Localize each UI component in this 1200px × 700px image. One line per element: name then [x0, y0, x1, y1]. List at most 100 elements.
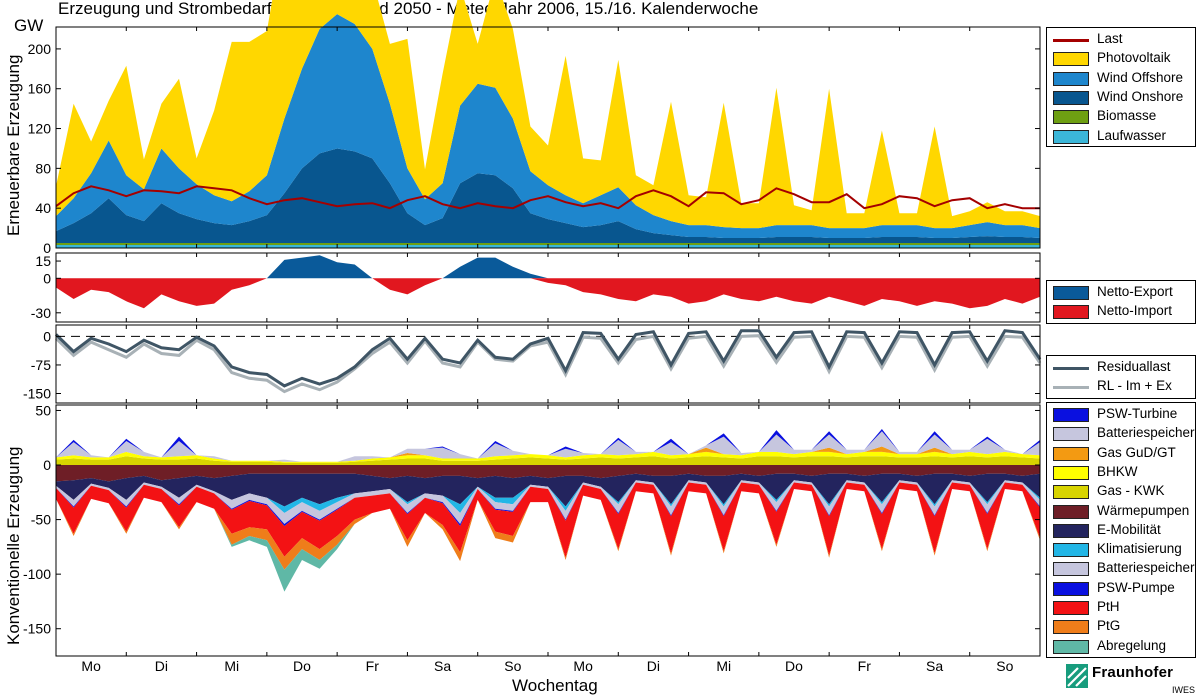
x-tick-label: Di: [155, 658, 168, 674]
legend-swatch: [1053, 543, 1089, 558]
legend-item-laufwasser: Laufwasser: [1053, 127, 1200, 147]
legend-swatch: [1053, 601, 1089, 615]
legend-item-rl-im-ex: RL - Im + Ex: [1053, 377, 1200, 397]
y-tick-label: 0: [43, 240, 51, 256]
area-pos-bhkw: [56, 451, 1040, 463]
legend-label: E-Mobilität: [1097, 521, 1161, 537]
legend-exchange: Netto-Export Netto-Import: [1046, 280, 1196, 324]
chart-title: Erzeugung und Strombedarf in Deutschland…: [58, 0, 759, 18]
legend-item-netto-import: Netto-Import: [1053, 302, 1200, 322]
x-tick-label: Mi: [716, 658, 731, 674]
logo-name: Fraunhofer: [1092, 664, 1174, 681]
x-tick-label: Sa: [926, 658, 943, 674]
legend-item-last: Last: [1053, 30, 1200, 50]
area-netto-export: [56, 255, 1040, 279]
legend-swatch: [1053, 427, 1089, 442]
legend-swatch: [1053, 305, 1089, 320]
line-last: [55, 185, 1040, 210]
fraunhofer-logo-icon: [1066, 664, 1088, 688]
area-neg-ptg: [56, 489, 1040, 570]
area-pos-gas-kwk: [56, 456, 1040, 465]
y-tick-label: 0: [43, 270, 51, 286]
legend-swatch: [1053, 523, 1089, 538]
legend-swatch: [1053, 386, 1089, 390]
legend-label: Batteriespeicher: [1097, 425, 1195, 441]
legend-swatch: [1053, 465, 1089, 480]
legend-swatch: [1053, 581, 1089, 596]
x-tick-label: Di: [647, 658, 660, 674]
legend-swatch: [1053, 446, 1089, 461]
x-tick-label: Do: [293, 658, 311, 674]
legend-label: RL - Im + Ex: [1097, 378, 1172, 394]
line-residuallast: [54, 329, 1042, 388]
legend-swatch: [1053, 562, 1089, 577]
legend-swatch: [1053, 639, 1089, 654]
legend-label: Gas - KWK: [1097, 483, 1165, 499]
plot-frame-3: [55, 404, 1041, 657]
axes-panel-0: 0 40 80 120 160 200: [28, 26, 1041, 256]
line-rl-im-ex: [54, 334, 1042, 394]
legend-residual: Residuallast RL - Im + Ex: [1046, 355, 1196, 399]
legend-label: Netto-Import: [1097, 303, 1173, 319]
x-tick-label: So: [996, 658, 1013, 674]
legend-swatch: [1053, 485, 1089, 500]
x-tick-label: So: [504, 658, 521, 674]
y-tick-label: -150: [23, 385, 51, 401]
y-tick-label: -100: [23, 566, 51, 582]
legend-item-batteriespeicher: Batteriespeicher: [1053, 424, 1200, 444]
panel-conventional: [56, 429, 1040, 592]
axes-panel-1: -30 015: [31, 252, 1041, 323]
y-tick-label: 0: [43, 328, 51, 344]
legend-item-residuallast: Residuallast: [1053, 358, 1200, 378]
legend-label: Klimatisierung: [1097, 541, 1182, 557]
legend-item-ptg: PtG: [1053, 617, 1200, 637]
legend-swatch: [1053, 129, 1089, 144]
legend-swatch: [1053, 504, 1089, 519]
legend-label: Laufwasser: [1097, 127, 1167, 143]
legend-item-abregelung: Abregelung: [1053, 637, 1200, 657]
legend-label: Wind Offshore: [1097, 69, 1184, 85]
legend-item-psw-turbine: PSW-Turbine: [1053, 405, 1200, 425]
y-tick-label: -30: [31, 305, 51, 321]
legend-item-waermepumpen: Wärmepumpen: [1053, 502, 1200, 522]
area-neg-e-mobilitaet: [56, 473, 1040, 507]
x-tick-label: Mi: [224, 658, 239, 674]
x-tick-label: Mo: [573, 658, 593, 674]
panel-renewables: [55, 0, 1040, 248]
x-tick-label: Mo: [81, 658, 101, 674]
legend-renewables: Last Photovoltaik Wind Offshore Wind Onshor…: [1046, 27, 1196, 147]
legend-label: Residuallast: [1097, 359, 1171, 374]
legend-swatch: [1053, 71, 1089, 86]
legend-swatch: [1053, 90, 1089, 105]
legend-swatch: [1053, 286, 1089, 300]
legend-item-klimatisierung: Klimatisierung: [1053, 540, 1200, 560]
logo-sub: IWES: [1172, 685, 1196, 695]
x-tick-label: Fr: [858, 658, 872, 674]
legend-swatch: [1053, 39, 1089, 42]
legend-item-netto-export: Netto-Export: [1053, 283, 1200, 303]
legend-item-wind-offshore: Wind Offshore: [1053, 69, 1200, 89]
legend-label: Wind Onshore: [1097, 88, 1184, 104]
panel-exchange: [56, 255, 1040, 309]
plot-frame-2: [55, 324, 1041, 404]
x-tick-label: Do: [785, 658, 803, 674]
y-tick-label: -50: [31, 512, 51, 528]
legend-item-pth: PtH: [1053, 598, 1200, 618]
panel-residual: [54, 329, 1042, 394]
y-tick-label: -75: [31, 357, 51, 373]
legend-conventional: PSW-Turbine Batteriespeicher Gas GuD/GT BHK…: [1046, 402, 1196, 658]
legend-swatch: [1053, 367, 1089, 370]
legend-label: Wärmepumpen: [1097, 502, 1190, 518]
legend-label: Biomasse: [1097, 108, 1157, 124]
y-tick-label: 15: [35, 253, 51, 269]
fraunhofer-logo: Fraunhofer IWES: [1066, 664, 1196, 700]
legend-label: PSW-Turbine: [1097, 406, 1178, 421]
legend-label: PSW-Pumpe: [1097, 579, 1175, 595]
legend-swatch: [1053, 110, 1089, 125]
y-tick-label: -150: [23, 621, 51, 637]
x-axis-label: Wochentag: [512, 676, 598, 695]
axes-panel-2: -150 -75 0: [23, 324, 1041, 404]
legend-label: Netto-Export: [1097, 284, 1173, 299]
legend-item-bhkw: BHKW: [1053, 463, 1200, 483]
